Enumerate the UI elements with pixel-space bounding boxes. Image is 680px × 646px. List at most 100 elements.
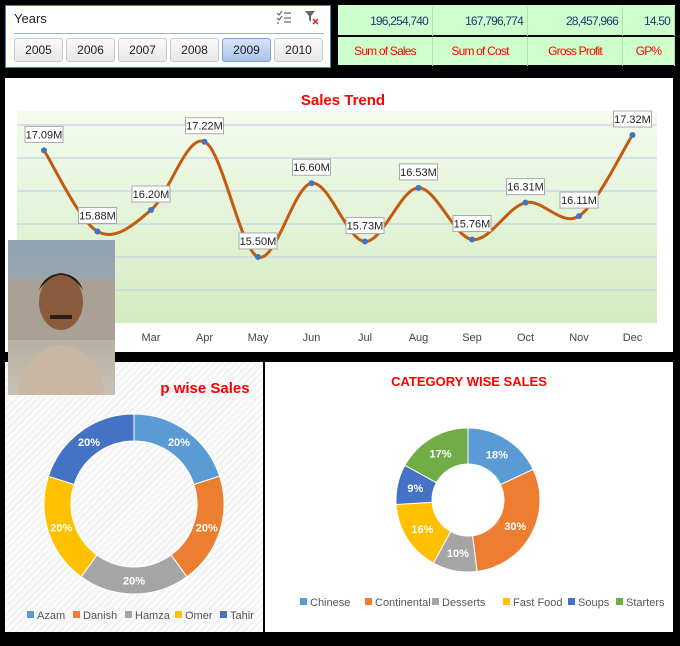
slicer-divider [14, 33, 324, 34]
years-slicer: Years 2005 2006 2007 2008 2009 2010 [5, 5, 331, 68]
legend-swatch [73, 611, 80, 618]
legend-label: Starters [626, 597, 665, 609]
legend-swatch [27, 611, 34, 618]
legend-label: Chinese [310, 597, 350, 609]
person-photo-image [8, 273, 115, 395]
data-label: 16.20M [133, 189, 170, 201]
year-button-2008[interactable]: 2008 [170, 38, 219, 62]
x-tick-label: Aug [409, 332, 429, 344]
data-label: 15.50M [240, 236, 277, 248]
category-sales-panel: CATEGORY WISE SALES 18% 30% 10% 16% 9% 17% Chin… [265, 362, 673, 632]
data-label-box [399, 163, 438, 181]
group-sales-donut: p wise Sales 20% 20% 20% 20% 20% Azam Danish Ham… [27, 380, 254, 622]
x-tick-label: Oct [517, 332, 534, 344]
kpi-value: 14.50 [623, 7, 675, 36]
data-label: 17.32M [614, 114, 651, 126]
legend-label: Tahir [230, 610, 254, 622]
year-button-2007[interactable]: 2007 [118, 38, 167, 62]
slice-label: 18% [486, 449, 508, 461]
slice-label: 16% [411, 524, 433, 536]
legend-label: Fast Food [513, 597, 563, 609]
data-label-box [452, 215, 492, 233]
chart-title: p wise Sales [160, 380, 249, 397]
legend-swatch [432, 598, 439, 605]
kpi-value: 28,457,966 [528, 7, 623, 36]
legend-swatch [300, 598, 307, 605]
chart-title: Sales Trend [301, 92, 385, 109]
legend-swatch [503, 598, 510, 605]
slice-label: 17% [429, 449, 451, 461]
clear-filter-icon[interactable] [304, 10, 320, 26]
slice-label: 20% [78, 437, 100, 449]
data-label-box [185, 117, 224, 135]
donut-slice [404, 427, 469, 484]
slice-label: 9% [407, 483, 423, 495]
x-tick-label: Mar [142, 332, 161, 344]
legend-label: Continental [375, 597, 431, 609]
slice-label: 20% [196, 523, 218, 535]
data-label: 15.88M [79, 210, 116, 222]
data-point [148, 207, 154, 214]
sales-trend-chart: Sales Trend17.09MJan15.88MFeb16.20MMar17… [17, 92, 657, 344]
kpi-divider [338, 35, 675, 37]
x-tick-label: Sep [462, 332, 482, 344]
data-point [629, 132, 636, 138]
data-label-box [24, 125, 64, 143]
donut-slice [47, 413, 135, 486]
slice-label: 30% [504, 521, 526, 533]
legend-label: Desserts [442, 597, 486, 609]
data-label-box [613, 110, 652, 128]
x-tick-label: Jun [303, 332, 321, 344]
x-tick-label: Jul [358, 332, 372, 344]
data-label-box [506, 178, 545, 196]
data-label: 17.22M [186, 121, 223, 133]
legend-swatch [365, 598, 372, 605]
kpi-value: 196,254,740 [338, 7, 433, 36]
multi-select-icon[interactable] [276, 10, 292, 24]
year-button-2009[interactable]: 2009 [222, 38, 271, 62]
legend-swatch [616, 598, 623, 605]
data-point [308, 180, 315, 187]
data-label: 16.11M [561, 195, 597, 207]
data-label-box [238, 232, 278, 250]
kpi-value: 167,796,774 [433, 7, 528, 36]
kpi-label: Sum of Sales [338, 37, 433, 66]
data-point [415, 184, 422, 191]
donut-slice [133, 413, 221, 486]
year-button-2006[interactable]: 2006 [66, 38, 115, 62]
kpi-label: GP% [623, 37, 675, 66]
legend-label: Hamza [135, 610, 171, 622]
data-label-box [78, 206, 117, 224]
legend-label: Azam [37, 610, 65, 622]
data-point [576, 213, 582, 220]
data-label: 15.73M [347, 221, 384, 233]
data-label-box [559, 191, 599, 209]
data-label-box [345, 217, 385, 235]
data-point [255, 253, 261, 260]
profile-photo [8, 240, 115, 395]
data-point [522, 199, 529, 206]
data-label-box [292, 158, 331, 176]
data-label: 16.53M [400, 167, 437, 179]
data-label: 17.09M [26, 129, 63, 141]
data-point [469, 236, 475, 243]
legend-label: Danish [83, 610, 117, 622]
chart-title: CATEGORY WISE SALES [391, 374, 547, 389]
data-label-box [131, 185, 171, 203]
sales-trend-panel: Sales Trend17.09MJan15.88MFeb16.20MMar17… [5, 78, 673, 352]
x-tick-label: May [248, 332, 269, 344]
slice-label: 20% [50, 523, 72, 535]
x-tick-label: Apr [196, 332, 213, 344]
data-label: 16.31M [507, 182, 544, 194]
data-point [41, 147, 47, 154]
legend-label: Omer [185, 610, 213, 622]
plot-area [17, 111, 657, 323]
x-tick-label: Nov [569, 332, 589, 344]
data-label: 16.60M [293, 162, 330, 174]
x-tick-label: Dec [623, 332, 643, 344]
year-button-2005[interactable]: 2005 [14, 38, 63, 62]
kpi-label: Sum of Cost [433, 37, 528, 66]
year-button-2010[interactable]: 2010 [274, 38, 323, 62]
slice-label: 20% [168, 437, 190, 449]
kpi-label: Gross Profit [528, 37, 623, 66]
